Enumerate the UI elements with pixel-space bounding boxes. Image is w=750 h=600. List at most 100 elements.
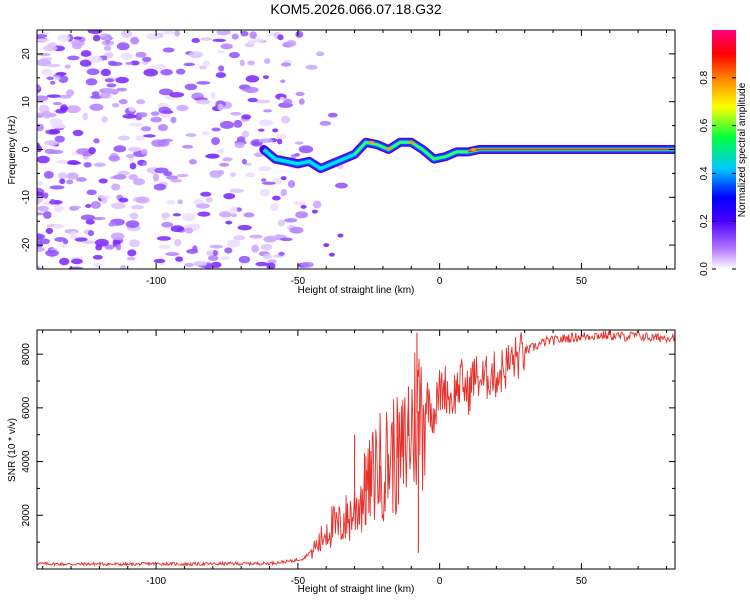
spectrogram-noise-blob	[90, 200, 101, 209]
spectrogram-noise-blob	[37, 212, 45, 216]
spectrogram-noise-blob	[37, 112, 47, 116]
spectrogram-noise-blob	[315, 51, 325, 57]
spectrogram-noise-blob	[225, 220, 233, 225]
spectrogram-noise-blob	[104, 78, 115, 83]
snr-xlabel: Height of straight line (km)	[298, 584, 415, 595]
spectrogram-noise-blob	[176, 174, 189, 178]
colorbar-tick-label: 0.4	[699, 166, 710, 180]
spectrogram-noise-blob	[328, 252, 335, 257]
colorbar-tick-label: 0.8	[699, 70, 710, 84]
spectrogram-noise-blob	[150, 116, 163, 123]
spectrogram-noise-blob	[92, 255, 103, 260]
snr-panel: -100 -50 0 50 2000 4000 6000 8000 Height of str…	[7, 329, 676, 595]
spectrogram-noise-blob	[245, 172, 256, 178]
spectrogram-noise-blob	[45, 227, 54, 234]
spectrogram-noise-blob	[165, 252, 180, 257]
spectrogram-noise-blob	[120, 265, 127, 269]
spectrogram-noise-blob	[300, 204, 307, 209]
spectrogram-noise-blob	[209, 170, 223, 179]
spectrogram-noise-blob	[108, 155, 121, 162]
spectrogram-noise-blob	[172, 213, 182, 217]
spectrogram-noise-blob	[38, 104, 50, 113]
spectrogram-noise-blob	[219, 211, 232, 218]
spectrogram-noise-blob	[37, 123, 45, 132]
spectrogram-noise-blob	[125, 154, 136, 158]
spectrogram-noise-blob	[101, 196, 108, 204]
spectrogram-noise-blob	[37, 180, 44, 186]
spectrogram-noise-blob	[141, 61, 149, 65]
spectrogram-noise-blob	[251, 244, 260, 253]
spectrogram-noise-blob	[58, 75, 69, 83]
spectrogram-noise-blob	[158, 88, 174, 96]
spectrogram-noise-blob	[195, 203, 210, 209]
spectrogram-noise-blob	[128, 174, 139, 181]
colorbar-gradient	[712, 30, 736, 269]
spectrogram-noise-blob	[118, 197, 129, 203]
spectrogram-noise-blob	[241, 158, 247, 165]
spectrogram-noise-blob	[141, 148, 148, 155]
spectrogram-noise-blob	[337, 233, 344, 238]
spectrogram-noise-blob	[150, 111, 160, 116]
spectrogram-noise-blob	[37, 95, 49, 102]
snr-xtick-label: -100	[146, 576, 166, 587]
spectrogram-noise-blob	[65, 105, 81, 114]
spectrogram-noise-blob	[160, 69, 173, 76]
spectrogram-noise-blob	[55, 76, 61, 80]
spectrogram-noise-blob	[183, 62, 196, 67]
spectrogram-noise-blob	[272, 195, 281, 201]
spectrogram-noise-blob	[298, 145, 314, 154]
spectrogram-noise-blob	[37, 52, 51, 57]
spectrogram-ytick-label: -20	[21, 237, 32, 252]
spectrogram-noise-blob	[58, 94, 72, 99]
spectrogram-noise-blob	[37, 233, 43, 241]
spectrogram-noise-blob	[153, 64, 167, 69]
spectrogram-noise-blob	[59, 178, 66, 185]
spectrogram-noise-blob	[233, 119, 243, 128]
spectrogram-noise-blob	[46, 63, 61, 68]
spectrogram-noise-blob	[238, 255, 251, 264]
spectrogram-noise-blob	[230, 172, 236, 178]
spectrogram-noise-blob	[186, 249, 199, 254]
spectrogram-noise-blob	[128, 157, 135, 162]
spectrogram-noise-blob	[142, 56, 152, 63]
spectrogram-noise-blob	[216, 148, 225, 154]
snr-ytick-label: 2000	[21, 504, 32, 527]
spectrogram-noise-blob	[241, 130, 250, 138]
spectrogram-noise-blob	[129, 212, 139, 220]
spectrogram-noise-blob	[184, 83, 198, 91]
spectrogram-noise-blob	[295, 30, 304, 38]
spectrogram-noise-blob	[280, 188, 287, 197]
spectrogram-noise-blob	[188, 51, 203, 59]
spectrogram-noise-blob	[228, 51, 240, 59]
spectrogram-noise-blob	[262, 253, 272, 260]
spectrogram-noise-blob	[85, 204, 92, 208]
spectrogram-noise-blob	[71, 258, 83, 265]
spectrogram-noise-blob	[82, 112, 88, 121]
spectrogram-noise-blob	[210, 91, 216, 100]
spectrogram-noise-blob	[216, 30, 231, 36]
spectrogram-noise-blob	[106, 83, 117, 88]
spectrogram-noise-blob	[37, 155, 50, 164]
spectrogram-noise-blob	[280, 237, 293, 242]
spectrogram-noise-blob	[53, 223, 64, 229]
spectrogram-noise-blob	[209, 244, 224, 249]
spectrogram-noise-blob	[37, 38, 51, 42]
spectrogram-noise-blob	[132, 178, 146, 186]
spectrogram-noise-blob	[157, 123, 168, 132]
spectrogram-noise-blob	[275, 133, 287, 140]
spectrogram-noise-blob	[37, 59, 52, 67]
spectrogram-noise-blob	[62, 238, 69, 245]
colorbar-label: Normalized spectral amplitude	[737, 82, 748, 217]
spectrogram-noise-blob	[93, 162, 106, 167]
spectrogram-noise-blob	[43, 171, 54, 179]
spectrogram-noise-blob	[294, 141, 304, 145]
spectrogram-noise-blob	[37, 205, 49, 212]
spectrogram-noise-blob	[293, 201, 307, 206]
spectrogram-noise-blob	[93, 138, 100, 144]
spectrogram-noise-blob	[220, 256, 230, 260]
spectrogram-noise-blob	[193, 260, 208, 267]
spectrogram-noise-blob	[311, 209, 318, 214]
spectrogram-noise-blob	[76, 177, 87, 182]
spectrogram-noise-blob	[66, 89, 75, 97]
spectrogram-noise-blob	[243, 212, 255, 218]
